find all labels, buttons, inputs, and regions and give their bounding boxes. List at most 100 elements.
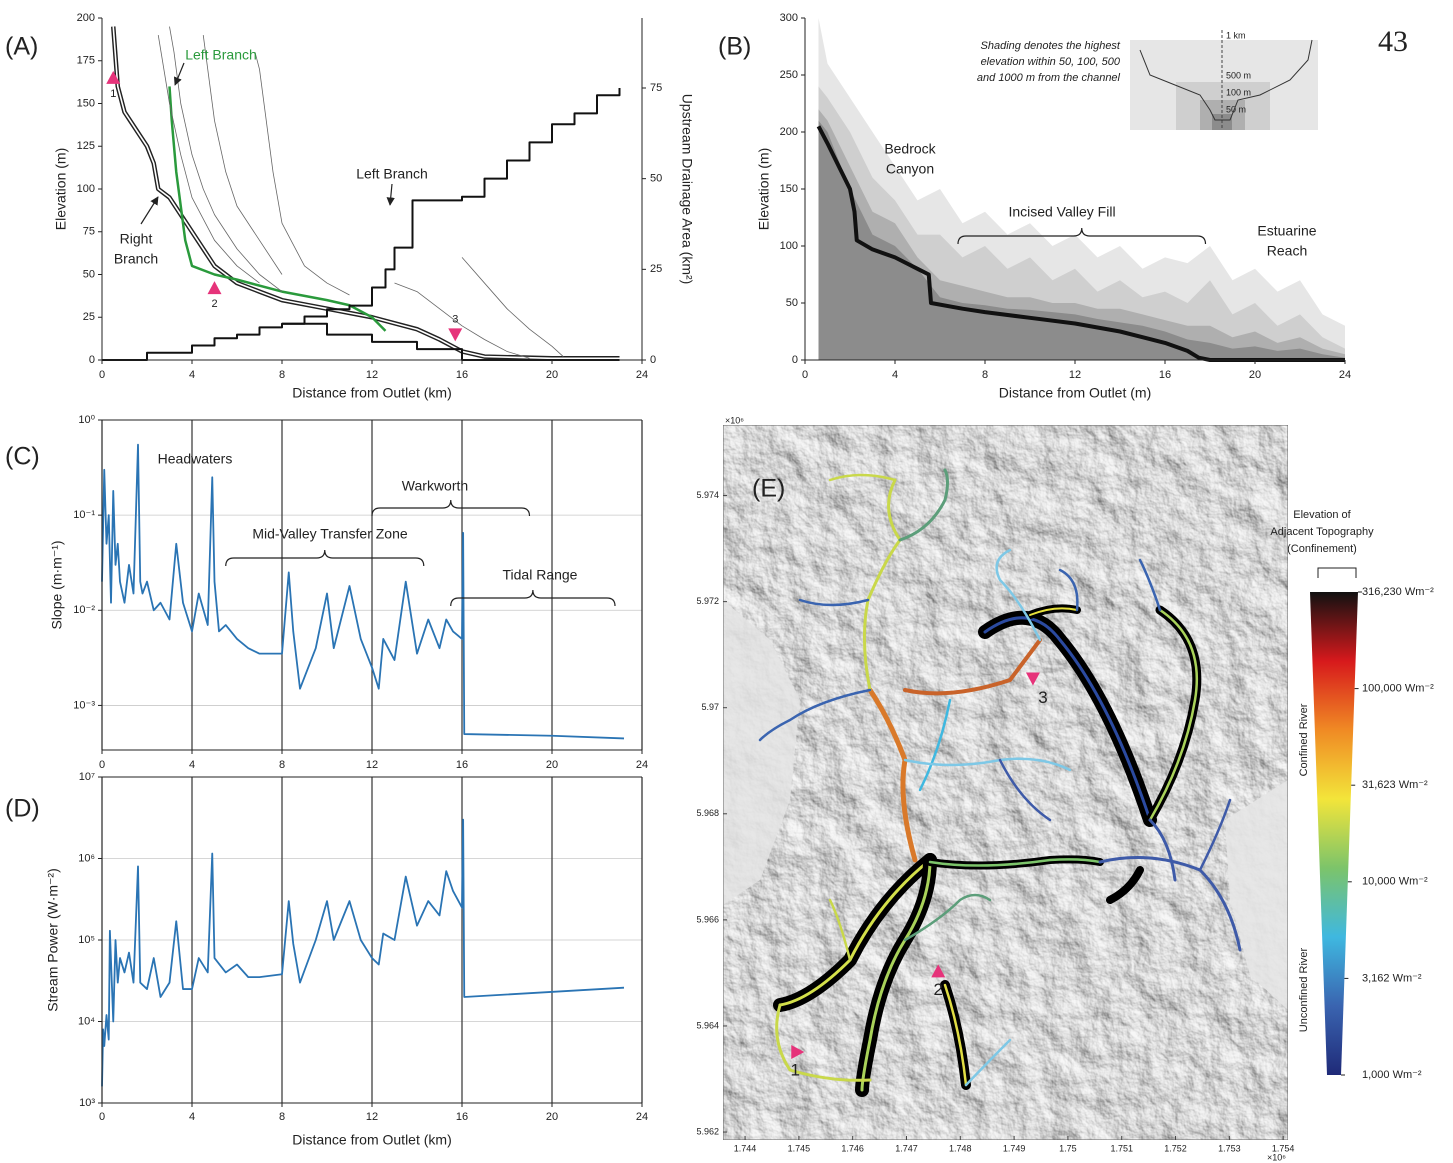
x-tick-label: 0 xyxy=(99,369,105,381)
stream xyxy=(995,548,1042,642)
y-tick-label: 10⁻² xyxy=(73,604,95,616)
y-tick-label: 75 xyxy=(83,226,95,238)
y-axis-label: Slope (m·m⁻¹) xyxy=(49,540,65,629)
annotation: Right xyxy=(120,231,153,247)
panel: (E) 1.744 1.745 1.746 1.747 1.748 1.749 1.75 1.7… xyxy=(696,415,1434,1162)
y-tick-label: 10⁰ xyxy=(78,414,95,426)
y-tick-label: 5.97 xyxy=(701,702,719,712)
y-tick-label: 10⁻³ xyxy=(73,699,95,711)
stream xyxy=(943,983,968,1087)
brace xyxy=(450,589,616,607)
line xyxy=(461,257,564,357)
colorbar-tick-label: 31,623 Wm⁻² xyxy=(1362,779,1428,791)
panel: (A)0 4 8 12 16 20 2402550751001251501752000255… xyxy=(5,12,695,401)
stream xyxy=(998,758,1052,822)
inset-note: Shading denotes the highest xyxy=(981,40,1121,52)
x-tick-label: 4 xyxy=(189,369,195,381)
x-tick-label: 1.754 xyxy=(1272,1143,1295,1153)
x-tick-label: 20 xyxy=(1249,369,1261,381)
y-tick-label: 100 xyxy=(77,183,95,195)
marker xyxy=(1025,672,1040,686)
y-tick-label: 0 xyxy=(89,354,95,366)
line xyxy=(816,125,1345,362)
y-tick-label: 10⁷ xyxy=(79,771,95,783)
marker-label: 1 xyxy=(791,1060,800,1079)
stream xyxy=(1106,866,1144,904)
y-tick-label: 200 xyxy=(780,126,798,138)
stream xyxy=(828,473,897,482)
y-tick-label: 5.966 xyxy=(696,914,719,924)
map-base xyxy=(723,425,1288,1140)
stream xyxy=(903,638,1042,696)
line xyxy=(254,52,350,296)
area xyxy=(818,120,1345,360)
colorbar-bracket xyxy=(1317,567,1357,578)
panel-label: (C) xyxy=(5,443,40,471)
inset-profile xyxy=(1139,39,1313,121)
y-tick-label: 100 xyxy=(780,240,798,252)
stream xyxy=(862,478,902,692)
line xyxy=(394,282,530,359)
arrow xyxy=(173,62,185,86)
annotation: Incised Valley Fill xyxy=(1008,204,1115,220)
panel-label: (E) xyxy=(752,475,785,503)
y-tick-label: 5.974 xyxy=(696,490,719,500)
x-tick-label: 1.746 xyxy=(841,1143,864,1153)
x-tick-label: 1.745 xyxy=(788,1143,811,1153)
stream xyxy=(1138,558,1162,612)
stream xyxy=(798,598,870,607)
colorbar-tick-label: 10,000 Wm⁻² xyxy=(1362,876,1428,888)
inset-label: 50 m xyxy=(1226,104,1246,114)
y-tick-label: 150 xyxy=(77,97,95,109)
panel-label: (B) xyxy=(718,33,751,61)
marker-label: 3 xyxy=(452,313,458,325)
y-tick-label: 5.964 xyxy=(696,1020,719,1030)
page-number: 43 xyxy=(1378,25,1408,58)
x-tick-label: 16 xyxy=(456,759,468,771)
y2-tick-label: 25 xyxy=(650,263,662,275)
line xyxy=(111,26,620,361)
line-core xyxy=(112,26,620,360)
x-tick-label: 8 xyxy=(279,1111,285,1123)
x-tick-label: 0 xyxy=(802,369,808,381)
stream xyxy=(1198,798,1232,872)
x-tick-label: 24 xyxy=(636,369,648,381)
brace xyxy=(225,549,425,567)
stream xyxy=(828,898,852,962)
inset-label: 500 m xyxy=(1226,70,1251,80)
marker xyxy=(106,70,121,84)
x-tick-label: 1.744 xyxy=(734,1143,757,1153)
x-scale-label: ×10⁶ xyxy=(1267,1152,1286,1162)
annotation: Bedrock xyxy=(884,141,936,157)
colorbar-tick-label: 100,000 Wm⁻² xyxy=(1362,683,1434,695)
panel-label: (A) xyxy=(5,33,38,61)
x-tick-label: 12 xyxy=(366,1111,378,1123)
arrow xyxy=(386,183,395,206)
stream xyxy=(860,858,932,1092)
marker-label: 2 xyxy=(211,298,217,310)
x-tick-label: 16 xyxy=(456,1111,468,1123)
brace xyxy=(957,227,1207,245)
y-tick-label: 5.968 xyxy=(696,808,719,818)
x-tick-label: 12 xyxy=(1069,369,1081,381)
y-tick-label: 10³ xyxy=(79,1097,95,1109)
marker xyxy=(207,281,222,295)
inset-label: 100 m xyxy=(1226,87,1251,97)
y-scale-label: ×10⁶ xyxy=(725,415,744,425)
x-tick-label: 16 xyxy=(456,369,468,381)
y-tick-label: 10⁶ xyxy=(78,852,95,864)
x-tick-label: 1.75 xyxy=(1059,1143,1077,1153)
inset-note: and 1000 m from the channel xyxy=(977,72,1121,84)
colorbar-title: Adjacent Topography xyxy=(1270,526,1374,538)
x-axis-label: Distance from Outlet (km) xyxy=(292,385,451,401)
colorbar-title: Elevation of xyxy=(1293,509,1351,521)
marker-label: 3 xyxy=(1038,688,1047,707)
colorbar-title: (Confinement) xyxy=(1287,543,1357,555)
stream xyxy=(775,1003,872,1082)
annotation: Estuarine xyxy=(1257,223,1316,239)
y-tick-label: 25 xyxy=(83,311,95,323)
y2-axis-label: Upstream Drainage Area (km²) xyxy=(679,94,695,285)
line xyxy=(101,818,625,1087)
panel: (C) 0 4 8 12 16 20 24 10⁻³ 10⁻² 10⁻¹ 10⁰ Slope (m·m⁻… xyxy=(5,414,648,771)
stream xyxy=(903,893,992,942)
